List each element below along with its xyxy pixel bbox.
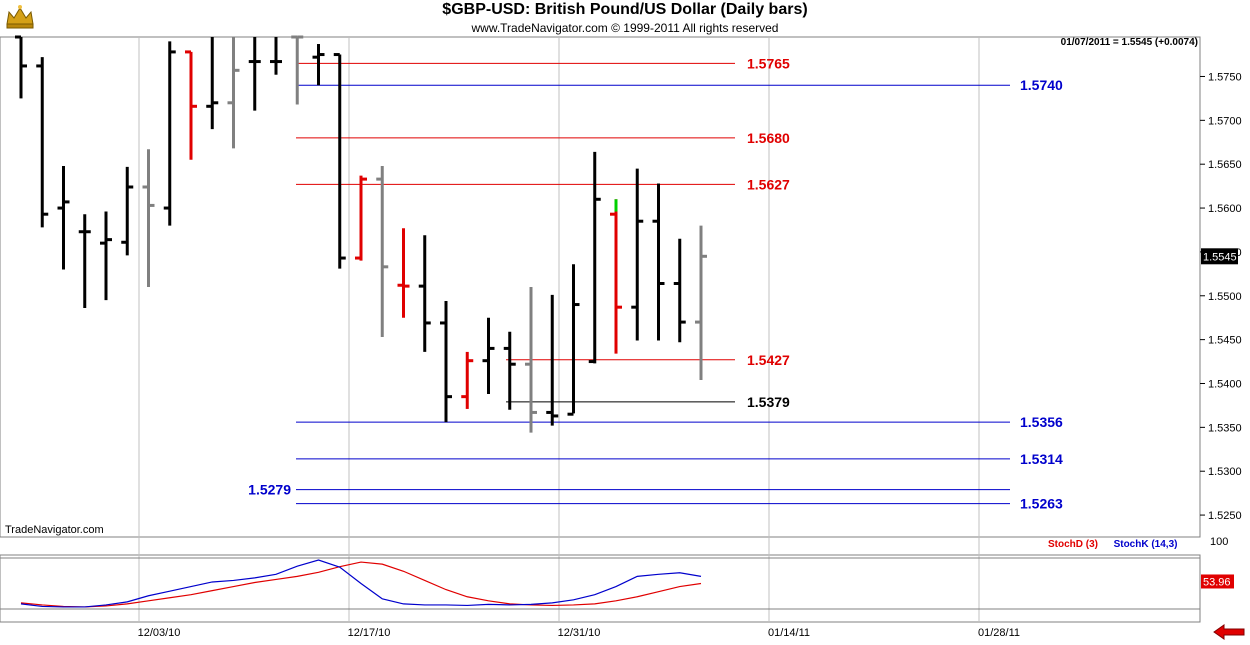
- level-label: 1.5427: [747, 352, 790, 368]
- last-price-box: [1201, 248, 1238, 265]
- y-tick-label: 1.5700: [1208, 115, 1242, 127]
- stoch-y-tick-label: 100: [1210, 536, 1228, 548]
- x-tick-label: 01/28/11: [978, 627, 1020, 639]
- y-tick-label: 1.5500: [1208, 291, 1242, 303]
- x-tick-label: 12/31/10: [558, 627, 601, 639]
- x-tick-label: 12/17/10: [348, 627, 391, 639]
- y-tick-label: 1.5450: [1208, 335, 1242, 347]
- y-tick-label: 1.5750: [1208, 71, 1242, 83]
- level-label: 1.5314: [1020, 451, 1063, 467]
- y-tick-label: 1.5350: [1208, 422, 1242, 434]
- stochd-legend: StochD (3): [1048, 539, 1098, 550]
- x-tick-label: 12/03/10: [138, 627, 181, 639]
- y-tick-label: 1.5600: [1208, 203, 1242, 215]
- level-label: 1.5279: [248, 482, 291, 498]
- level-label: 1.5356: [1020, 414, 1063, 430]
- level-label: 1.5627: [747, 176, 790, 192]
- stochk-legend: StochK (14,3): [1113, 539, 1178, 550]
- y-tick-label: 1.5650: [1208, 159, 1242, 171]
- chart-subtitle: www.TradeNavigator.com © 1999-2011 All r…: [471, 21, 779, 35]
- y-tick-label: 1.5250: [1208, 510, 1242, 522]
- level-label: 1.5765: [747, 55, 790, 71]
- x-tick-label: 01/14/11: [768, 627, 810, 639]
- level-label: 1.5263: [1020, 496, 1063, 512]
- back-arrow-icon[interactable]: [1212, 624, 1246, 640]
- level-label: 1.5740: [1020, 77, 1063, 93]
- stoch-series-line: [20, 559, 702, 608]
- level-label: 1.5680: [747, 130, 790, 146]
- chart-title: $GBP-USD: British Pound/US Dollar (Daily…: [442, 1, 808, 18]
- y-tick-label: 1.5400: [1208, 378, 1242, 390]
- level-label: 1.5379: [747, 394, 790, 410]
- stoch-panel-frame: [0, 554, 1201, 623]
- watermark-text: TradeNavigator.com: [5, 524, 104, 536]
- stoch-value-box: [1201, 574, 1234, 589]
- last-quote: 01/07/2011 = 1.5545 (+0.0074): [1060, 37, 1198, 48]
- price-panel-frame: [0, 36, 1201, 538]
- y-tick-label: 1.5300: [1208, 466, 1242, 478]
- crown-logo-icon: [3, 2, 37, 32]
- stoch-value-label: 53.96: [1203, 576, 1231, 588]
- last-price-label: 1.5545: [1203, 251, 1237, 263]
- stochastic-legend: StochD (3) StochK (14,3): [1048, 539, 1177, 550]
- stoch-series-line: [20, 561, 702, 608]
